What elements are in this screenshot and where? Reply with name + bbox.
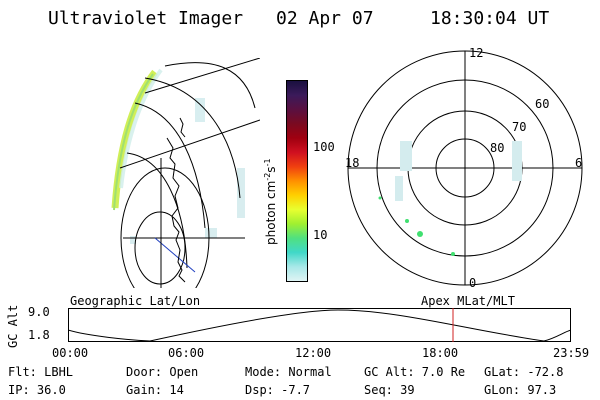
time-tick-0000: 00:00 <box>52 346 89 360</box>
filter-info: Flt: LBHL <box>8 365 74 379</box>
lat-label-70: 70 <box>512 120 527 134</box>
time-label: 18:30:04 UT <box>430 8 550 29</box>
time-tick-0600: 06:00 <box>168 346 205 360</box>
mlt-label-6: 6 <box>575 156 583 170</box>
polar-mlt-plot <box>347 50 583 286</box>
glat-info: GLat: -72.8 <box>484 365 564 379</box>
ip-info: IP: 36.0 <box>8 383 66 397</box>
mlt-label-12: 12 <box>469 46 484 60</box>
colorbar <box>286 80 308 282</box>
colorbar-unit-label: photon cm-2s-1 <box>263 158 278 245</box>
date-label: 02 Apr 07 <box>276 8 374 29</box>
time-tick-2359: 23:59 <box>553 346 590 360</box>
geographic-image <box>111 58 260 288</box>
seq-info: Seq: 39 <box>364 383 415 397</box>
geographic-panel-label: Geographic Lat/Lon <box>70 294 201 308</box>
mlt-label-18: 18 <box>345 156 360 170</box>
gain-info: Gain: 14 <box>126 383 184 397</box>
lat-label-80: 80 <box>490 141 505 155</box>
instrument-title: Ultraviolet Imager <box>48 8 244 29</box>
colorbar-tick-10: 10 <box>313 228 328 242</box>
colorbar-tick-100: 100 <box>313 140 335 154</box>
door-info: Door: Open <box>126 365 199 379</box>
apex-panel-label: Apex MLat/MLT <box>421 294 515 308</box>
time-tick-1200: 12:00 <box>295 346 332 360</box>
altitude-ytick-min: 1.8 <box>28 328 50 342</box>
mode-info: Mode: Normal <box>245 365 332 379</box>
dsp-info: Dsp: -7.7 <box>245 383 311 397</box>
glon-info: GLon: 97.3 <box>484 383 557 397</box>
altitude-plot <box>68 308 571 342</box>
altitude-ylabel: GC Alt <box>6 304 20 348</box>
lat-label-60: 60 <box>535 97 550 111</box>
gc-alt-info: GC Alt: 7.0 Re <box>364 365 466 379</box>
altitude-ytick-max: 9.0 <box>28 305 50 319</box>
time-tick-1800: 18:00 <box>422 346 459 360</box>
mlt-label-0: 0 <box>469 276 477 290</box>
